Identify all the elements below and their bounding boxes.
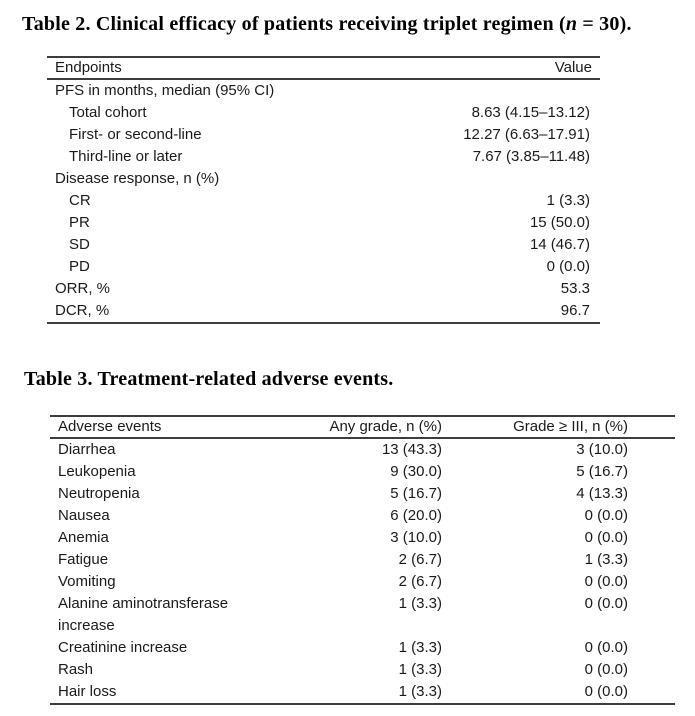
row-label: First- or second-line xyxy=(69,126,202,143)
table-row: Disease response, n (%) xyxy=(47,168,600,190)
row-value: 53.3 xyxy=(560,280,590,297)
row-any-grade: 5 (16.7) xyxy=(390,485,442,502)
row-grade3plus: 0 (0.0) xyxy=(584,573,628,590)
row-grade3plus: 1 (3.3) xyxy=(584,551,628,568)
table-row: Neutropenia 5 (16.7) 4 (13.3) xyxy=(50,483,675,505)
table-row: Anemia 3 (10.0) 0 (0.0) xyxy=(50,527,675,549)
table2-caption-prefix: Table 2. Clinical efficacy of patients r… xyxy=(22,13,566,35)
row-value: 1 (3.3) xyxy=(546,192,590,209)
row-label: Creatinine increase xyxy=(58,639,188,656)
table2-caption-n-italic: n xyxy=(565,13,578,35)
row-any-grade: 3 (10.0) xyxy=(390,529,442,546)
table-row: SD 14 (46.7) xyxy=(47,234,600,256)
table-row: ORR, % 53.3 xyxy=(47,278,600,300)
row-any-grade: 2 (6.7) xyxy=(398,551,442,568)
row-any-grade: 1 (3.3) xyxy=(398,595,442,612)
row-label: Rash xyxy=(58,661,94,678)
row-label: Diarrhea xyxy=(58,441,116,458)
table-row: PR 15 (50.0) xyxy=(47,212,600,234)
row-grade3plus: 0 (0.0) xyxy=(584,639,628,656)
row-value: 0 (0.0) xyxy=(546,258,590,275)
row-grade3plus: 4 (13.3) xyxy=(576,485,628,502)
row-label: ORR, % xyxy=(55,280,111,297)
row-value: 12.27 (6.63–17.91) xyxy=(463,126,590,143)
table2-clinical-efficacy: Endpoints Value PFS in months, median (9… xyxy=(47,56,600,324)
row-label: Alanine aminotransferase xyxy=(58,595,229,612)
row-any-grade: 1 (3.3) xyxy=(398,683,442,700)
table3-header-row: Adverse events Any grade, n (%) Grade ≥ … xyxy=(50,417,675,439)
table-row: Diarrhea 13 (43.3) 3 (10.0) xyxy=(50,439,675,461)
row-grade3plus: 5 (16.7) xyxy=(576,463,628,480)
table-row: Alanine aminotransferase 1 (3.3) 0 (0.0) xyxy=(50,593,675,615)
row-label: Anemia xyxy=(58,529,109,546)
row-label: DCR, % xyxy=(55,302,110,319)
row-value: 7.67 (3.85–11.48) xyxy=(472,148,590,165)
row-any-grade: 1 (3.3) xyxy=(398,639,442,656)
row-label: Hair loss xyxy=(58,683,117,700)
table-row: Hair loss 1 (3.3) 0 (0.0) xyxy=(50,681,675,703)
row-label: PR xyxy=(69,214,90,231)
row-label: Neutropenia xyxy=(58,485,140,502)
row-any-grade: 1 (3.3) xyxy=(398,661,442,678)
row-value: 96.7 xyxy=(560,302,590,319)
table-row: Nausea 6 (20.0) 0 (0.0) xyxy=(50,505,675,527)
table-row: Total cohort 8.63 (4.15–13.12) xyxy=(47,102,600,124)
row-label: Fatigue xyxy=(58,551,109,568)
row-value: 15 (50.0) xyxy=(529,214,590,231)
row-label: PD xyxy=(69,258,90,275)
table-row: Third-line or later 7.67 (3.85–11.48) xyxy=(47,146,600,168)
row-label: Total cohort xyxy=(69,104,147,121)
table-row-continuation: increase xyxy=(50,615,675,637)
row-any-grade: 9 (30.0) xyxy=(390,463,442,480)
table-row: CR 1 (3.3) xyxy=(47,190,600,212)
row-grade3plus: 3 (10.0) xyxy=(576,441,628,458)
table2-header-value: Value xyxy=(554,59,592,76)
row-grade3plus: 0 (0.0) xyxy=(584,507,628,524)
table-row: Fatigue 2 (6.7) 1 (3.3) xyxy=(50,549,675,571)
row-any-grade: 13 (43.3) xyxy=(381,441,442,458)
row-label: SD xyxy=(69,236,90,253)
table-row: Rash 1 (3.3) 0 (0.0) xyxy=(50,659,675,681)
table-row: First- or second-line 12.27 (6.63–17.91) xyxy=(47,124,600,146)
row-value: 8.63 (4.15–13.12) xyxy=(471,104,590,121)
row-any-grade: 6 (20.0) xyxy=(390,507,442,524)
row-label: increase xyxy=(58,617,115,634)
row-label: Leukopenia xyxy=(58,463,136,480)
table-row: Creatinine increase 1 (3.3) 0 (0.0) xyxy=(50,637,675,659)
row-grade3plus: 0 (0.0) xyxy=(584,529,628,546)
row-grade3plus: 0 (0.0) xyxy=(584,683,628,700)
table-row: PD 0 (0.0) xyxy=(47,256,600,278)
table-row: DCR, % 96.7 xyxy=(47,300,600,322)
table2-caption-suffix: = 30). xyxy=(577,13,632,35)
row-label: Third-line or later xyxy=(69,148,183,165)
row-label: Vomiting xyxy=(58,573,116,590)
row-label: Nausea xyxy=(58,507,110,524)
table3-header-grade3plus: Grade ≥ III, n (%) xyxy=(513,418,628,435)
row-grade3plus: 0 (0.0) xyxy=(584,595,628,612)
row-label: CR xyxy=(69,192,91,209)
table3-caption-text: Table 3. Treatment-related adverse event… xyxy=(24,368,394,390)
row-any-grade: 2 (6.7) xyxy=(398,573,442,590)
row-grade3plus: 0 (0.0) xyxy=(584,661,628,678)
row-value: 14 (46.7) xyxy=(529,236,590,253)
table2-header-endpoints: Endpoints xyxy=(55,59,122,76)
table2-caption: Table 2. Clinical efficacy of patients r… xyxy=(22,13,632,36)
table-row: Vomiting 2 (6.7) 0 (0.0) xyxy=(50,571,675,593)
table-row: PFS in months, median (95% CI) xyxy=(47,80,600,102)
table3-header-any-grade: Any grade, n (%) xyxy=(329,418,442,435)
row-label: PFS in months, median (95% CI) xyxy=(55,82,275,99)
table3-adverse-events: Adverse events Any grade, n (%) Grade ≥ … xyxy=(50,415,675,705)
table2-header-row: Endpoints Value xyxy=(47,58,600,80)
row-label: Disease response, n (%) xyxy=(55,170,220,187)
table-row: Leukopenia 9 (30.0) 5 (16.7) xyxy=(50,461,675,483)
table3-caption: Table 3. Treatment-related adverse event… xyxy=(24,368,393,391)
table3-header-adverse-events: Adverse events xyxy=(58,418,162,435)
